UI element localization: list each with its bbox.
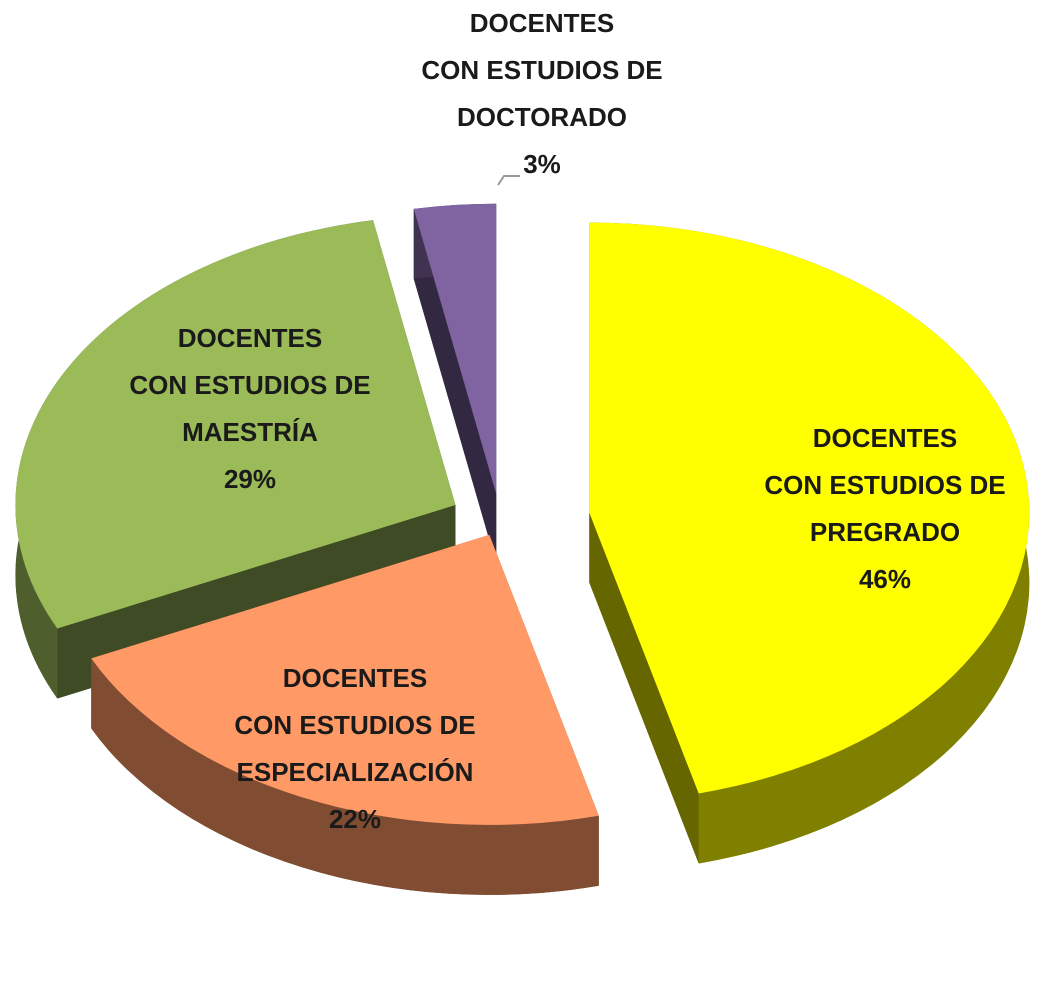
slice [589,222,1030,794]
slice-value-label: 46% [858,564,912,594]
slice-value-label: 29% [223,464,277,494]
slice-wall [413,208,497,564]
slice [413,203,497,494]
slice-value-label: 22% [328,804,382,834]
slice-wall [589,512,699,864]
slice-label: DOCENTES CON ESTUDIOS DE PREGRADO [764,423,1006,547]
slice [15,220,456,629]
slice-value-label: 3% [523,149,561,179]
slice-label: DOCENTES CON ESTUDIOS DE MAESTRÍA [129,323,371,447]
leader-line [497,175,520,186]
slice-label: DOCENTES CON ESTUDIOS DE ESPECIALIZACIÓN [234,663,476,787]
slice-label: DOCENTES CON ESTUDIOS DE DOCTORADO [421,8,663,132]
slice [91,534,599,825]
slice-side [91,658,599,895]
